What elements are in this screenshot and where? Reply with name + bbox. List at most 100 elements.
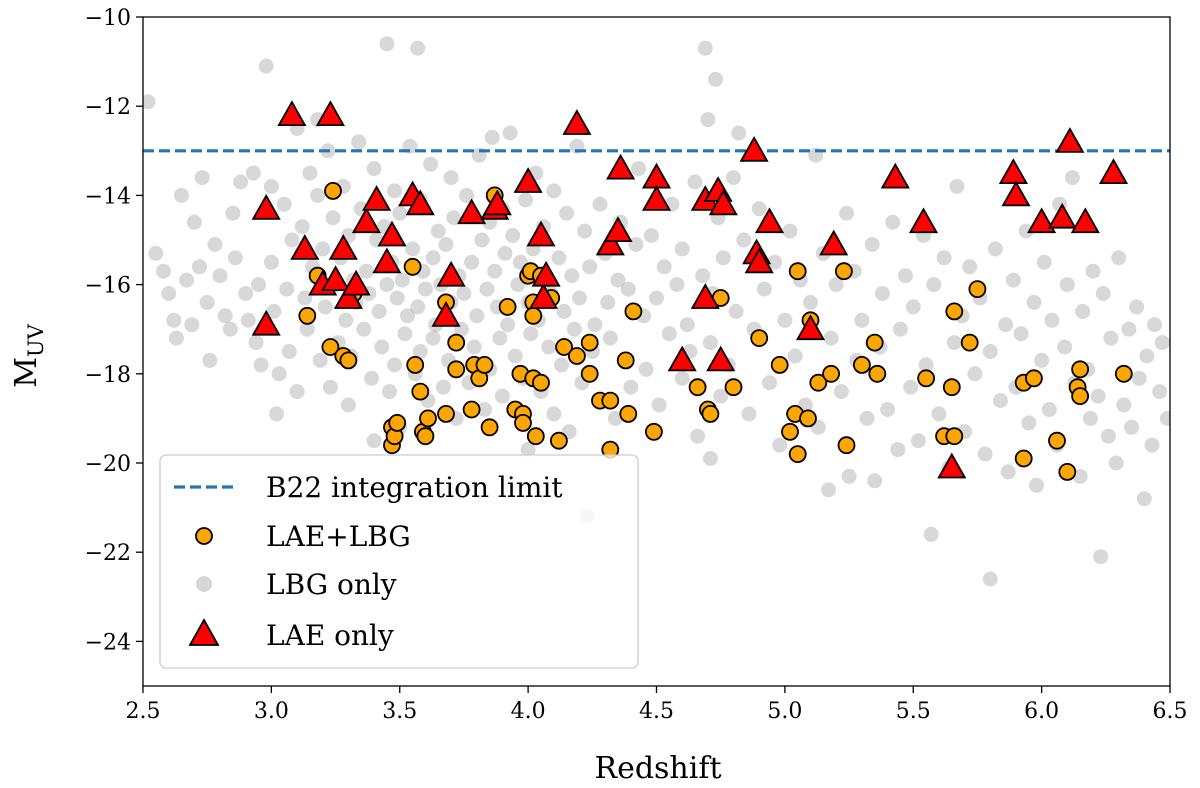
lbg-only-point [1005, 272, 1021, 288]
lbg-only-point [582, 259, 598, 275]
lbg-only-point [479, 281, 495, 297]
lae-lbg-point [568, 347, 586, 365]
lbg-only-point [1121, 321, 1137, 337]
lae-only-point [641, 185, 672, 211]
lbg-only-point [166, 312, 182, 328]
y-tick-label: −12 [85, 95, 131, 120]
lbg-only-point [317, 299, 333, 315]
lae-lbg-point [1114, 364, 1133, 383]
lae-lbg-point [475, 355, 494, 374]
lbg-only-point [371, 303, 387, 319]
lbg-only-point [1018, 223, 1034, 239]
lae-only-point [333, 283, 363, 309]
lbg-only-point [1085, 263, 1101, 279]
lbg-only-point [1152, 384, 1168, 400]
lae-lbg-point [750, 329, 769, 348]
plot-area [143, 36, 1170, 587]
y-tick-label: −14 [85, 184, 131, 209]
lae-lbg-point [724, 378, 743, 397]
lae-lbg-point [809, 373, 828, 392]
x-tick-label: 6.0 [1024, 699, 1059, 724]
lbg-only-point [1000, 464, 1016, 480]
lae-only-point [1001, 180, 1031, 207]
lae-only-point [528, 283, 559, 309]
lae-lbg-point [1025, 369, 1043, 388]
lbg-only-point [412, 344, 428, 359]
y-tick-label: −10 [85, 6, 131, 31]
lae-lbg-point [339, 351, 358, 370]
lbg-only-point [1034, 352, 1050, 368]
lbg-only-point [1072, 468, 1088, 484]
lae-lbg-point [968, 280, 987, 299]
lae-lbg-point [942, 378, 961, 397]
lbg-only-point [687, 174, 703, 190]
lbg-only-point [217, 308, 233, 324]
lbg-only-point [446, 210, 462, 226]
lbg-only-point [631, 161, 646, 177]
lae-only-point [431, 300, 461, 327]
lbg-only-point [238, 286, 254, 301]
lae-lbg-point [853, 355, 871, 374]
lae-only-point [405, 189, 435, 216]
lbg-only-point [351, 134, 367, 150]
lae-lbg-point [524, 306, 543, 325]
y-axis-title-main: M [9, 357, 44, 388]
lbg-only-point [828, 277, 844, 293]
legend: B22 integration limit LAE+LBG LBG only L… [159, 454, 639, 669]
lbg-only-point [263, 254, 279, 270]
lae-only-point [277, 100, 307, 126]
lae-lbg-point [788, 445, 807, 464]
lbg-only-point [649, 290, 664, 306]
lbg-only-point [762, 375, 777, 391]
lbg-only-point [910, 433, 926, 449]
lbg-only-point [1021, 415, 1037, 431]
lae-lbg-point [555, 338, 573, 356]
lbg-only-point [279, 281, 295, 297]
lbg-only-point [1090, 388, 1106, 404]
lae-lbg-point [447, 360, 466, 379]
lae-only-point [603, 216, 633, 243]
lbg-only-point [192, 259, 207, 275]
lbg-only-point [358, 263, 374, 279]
lbg-only-point [405, 241, 421, 257]
lbg-only-point [577, 223, 593, 239]
lae-only-point [328, 234, 358, 260]
lbg-only-point [821, 482, 836, 498]
lbg-only-point [312, 352, 328, 368]
lae-lbg-point [1071, 387, 1089, 406]
lae-lbg-point [298, 306, 317, 325]
lbg-only-point [803, 294, 818, 310]
y-axis-title-sub: UV [24, 323, 48, 357]
lbg-only-point [502, 125, 518, 141]
lbg-only-point [1129, 299, 1145, 315]
lae-lbg-point [822, 364, 840, 383]
lbg-only-point [926, 277, 942, 293]
lae-lbg-point [526, 427, 545, 446]
lbg-only-point [1095, 286, 1111, 301]
y-tick-label: −24 [85, 630, 131, 655]
lbg-only-point [566, 321, 582, 337]
lbg-only-point [438, 237, 454, 252]
lbg-only-point [523, 326, 539, 342]
lbg-only-point [1075, 303, 1091, 319]
lbg-only-point [179, 272, 195, 288]
lbg-only-point [1136, 491, 1152, 507]
lbg-only-point [310, 187, 326, 203]
lbg-only-point [1124, 419, 1139, 435]
lbg-only-point [602, 330, 618, 346]
lbg-only-point [466, 339, 482, 355]
lbg-only-point [302, 165, 318, 181]
lbg-only-point [949, 179, 965, 194]
lbg-only-point [736, 232, 752, 248]
lbg-only-point [987, 241, 1003, 257]
lbg-only-point [592, 196, 608, 212]
lbg-only-point [643, 228, 659, 243]
y-tick-label: −18 [85, 363, 131, 388]
lbg-only-point [423, 156, 439, 172]
lbg-only-point [366, 161, 382, 177]
lbg-only-point [492, 330, 508, 346]
lbg-only-point [340, 397, 356, 413]
lae-only-point [315, 100, 345, 126]
lae-only-point [744, 247, 774, 274]
lbg-only-point [315, 241, 331, 257]
